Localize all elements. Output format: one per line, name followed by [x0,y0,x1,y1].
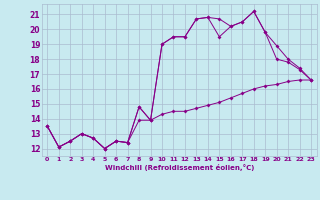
X-axis label: Windchill (Refroidissement éolien,°C): Windchill (Refroidissement éolien,°C) [105,164,254,171]
